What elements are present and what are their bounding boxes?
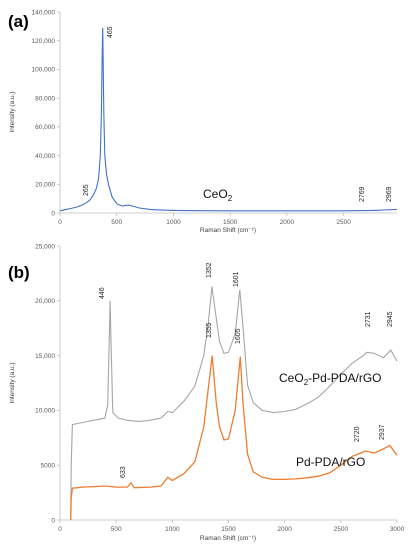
- panel-b-x-tick-label: 3000: [390, 526, 405, 533]
- panel-b-x-ticks: 0 500 1000 1500 2000 2500 3000: [58, 520, 405, 533]
- peak-label-2969: 2969: [386, 186, 393, 202]
- panel-b-y-tick-label: 10,000: [35, 408, 55, 415]
- series-label-pd-pda-rgo: Pd-PDA/rGO: [296, 455, 365, 469]
- panel-b-x-tick-label: 0: [58, 526, 62, 533]
- panel-a-x-tick-label: 2000: [280, 219, 295, 226]
- panel-b-x-tick-label: 500: [111, 526, 122, 533]
- panel-a-y-tick-label: 80,000: [35, 95, 55, 102]
- panel-b-y-tick-label: 5000: [41, 463, 56, 470]
- panel-b-y-axis-title: Intensity (a.u.): [9, 362, 16, 403]
- panel-a-y-tick-label: 0: [51, 210, 55, 217]
- peak-label-2720: 2720: [354, 426, 361, 442]
- panel-a-x-tick-label: 1000: [166, 219, 181, 226]
- peak-label-1352: 1352: [206, 262, 213, 278]
- series-label-ceo2: CeO2: [203, 187, 233, 203]
- peak-label-465: 465: [107, 26, 114, 38]
- panel-b-label: (b): [8, 263, 30, 282]
- series-line-pd-pda-rgo: [70, 355, 398, 521]
- panel-b-y-tick-label: 15,000: [35, 353, 55, 360]
- series-label-ceo2-pd-pda-rgo: CeO2-Pd-PDA/rGO: [279, 371, 381, 387]
- panel-a-axes: [59, 12, 397, 214]
- peak-label-2937: 2937: [379, 424, 386, 440]
- panel-a-y-tick-label: 100,000: [32, 67, 56, 74]
- panel-b-x-axis-title: Raman Shift (cm⁻¹): [200, 535, 256, 542]
- panel-a-x-tick-label: 2500: [336, 219, 351, 226]
- peak-label-2769: 2769: [359, 186, 366, 202]
- peak-label-446: 446: [99, 287, 106, 299]
- panel-b-peak-labels: 446 1352 1601 1355 1605 2731 2945 633 27…: [99, 262, 394, 478]
- panel-a-peak-labels: 465 265 2769 2969: [83, 26, 393, 202]
- panel-b-x-tick-label: 1500: [221, 526, 236, 533]
- panel-a-y-ticks: 0 20,000 40,000 60,000 80,000 100,000 120,000 1…: [32, 9, 60, 217]
- panel-b-y-ticks: 0 5000 10,000 15,000 20,000 25,000: [35, 243, 60, 524]
- panel-a-y-tick-label: 60,000: [35, 124, 55, 131]
- series-line-ceo2: [59, 27, 397, 212]
- panel-b-y-tick-label: 0: [51, 517, 55, 524]
- panel-b-x-tick-label: 2500: [334, 526, 349, 533]
- peak-label-1355: 1355: [206, 322, 213, 338]
- panel-a-y-tick-label: 20,000: [35, 182, 55, 189]
- panel-a-y-tick-label: 40,000: [35, 153, 55, 160]
- peak-label-2945: 2945: [387, 311, 394, 327]
- panel-a-x-tick-label: 0: [58, 219, 62, 226]
- peak-label-1605: 1605: [235, 328, 242, 344]
- panel-a-x-ticks: 0 500 1000 1500 2000 2500: [58, 213, 351, 226]
- panel-a-x-tick-label: 500: [111, 219, 122, 226]
- peak-label-1601: 1601: [233, 271, 240, 287]
- peak-label-265: 265: [83, 184, 90, 196]
- panel-b-y-tick-label: 25,000: [35, 243, 55, 250]
- panel-a-y-tick-label: 120,000: [32, 38, 56, 45]
- peak-label-2731: 2731: [365, 311, 372, 327]
- panel-b-x-tick-label: 1000: [165, 526, 180, 533]
- panel-a-x-tick-label: 1500: [223, 219, 238, 226]
- series-line-ceo2-pd-pda-rgo: [70, 286, 398, 521]
- panel-b-x-tick-label: 2000: [277, 526, 292, 533]
- panel-b-y-tick-label: 20,000: [35, 298, 55, 305]
- peak-label-633: 633: [120, 466, 127, 478]
- panel-a-y-tick-label: 140,000: [32, 9, 56, 16]
- panel-a-y-axis-title: Intensity (a.u.): [9, 91, 16, 132]
- panel-a-x-axis-title: Raman Shift (cm⁻¹): [200, 227, 256, 234]
- panel-a-label: (a): [8, 12, 29, 31]
